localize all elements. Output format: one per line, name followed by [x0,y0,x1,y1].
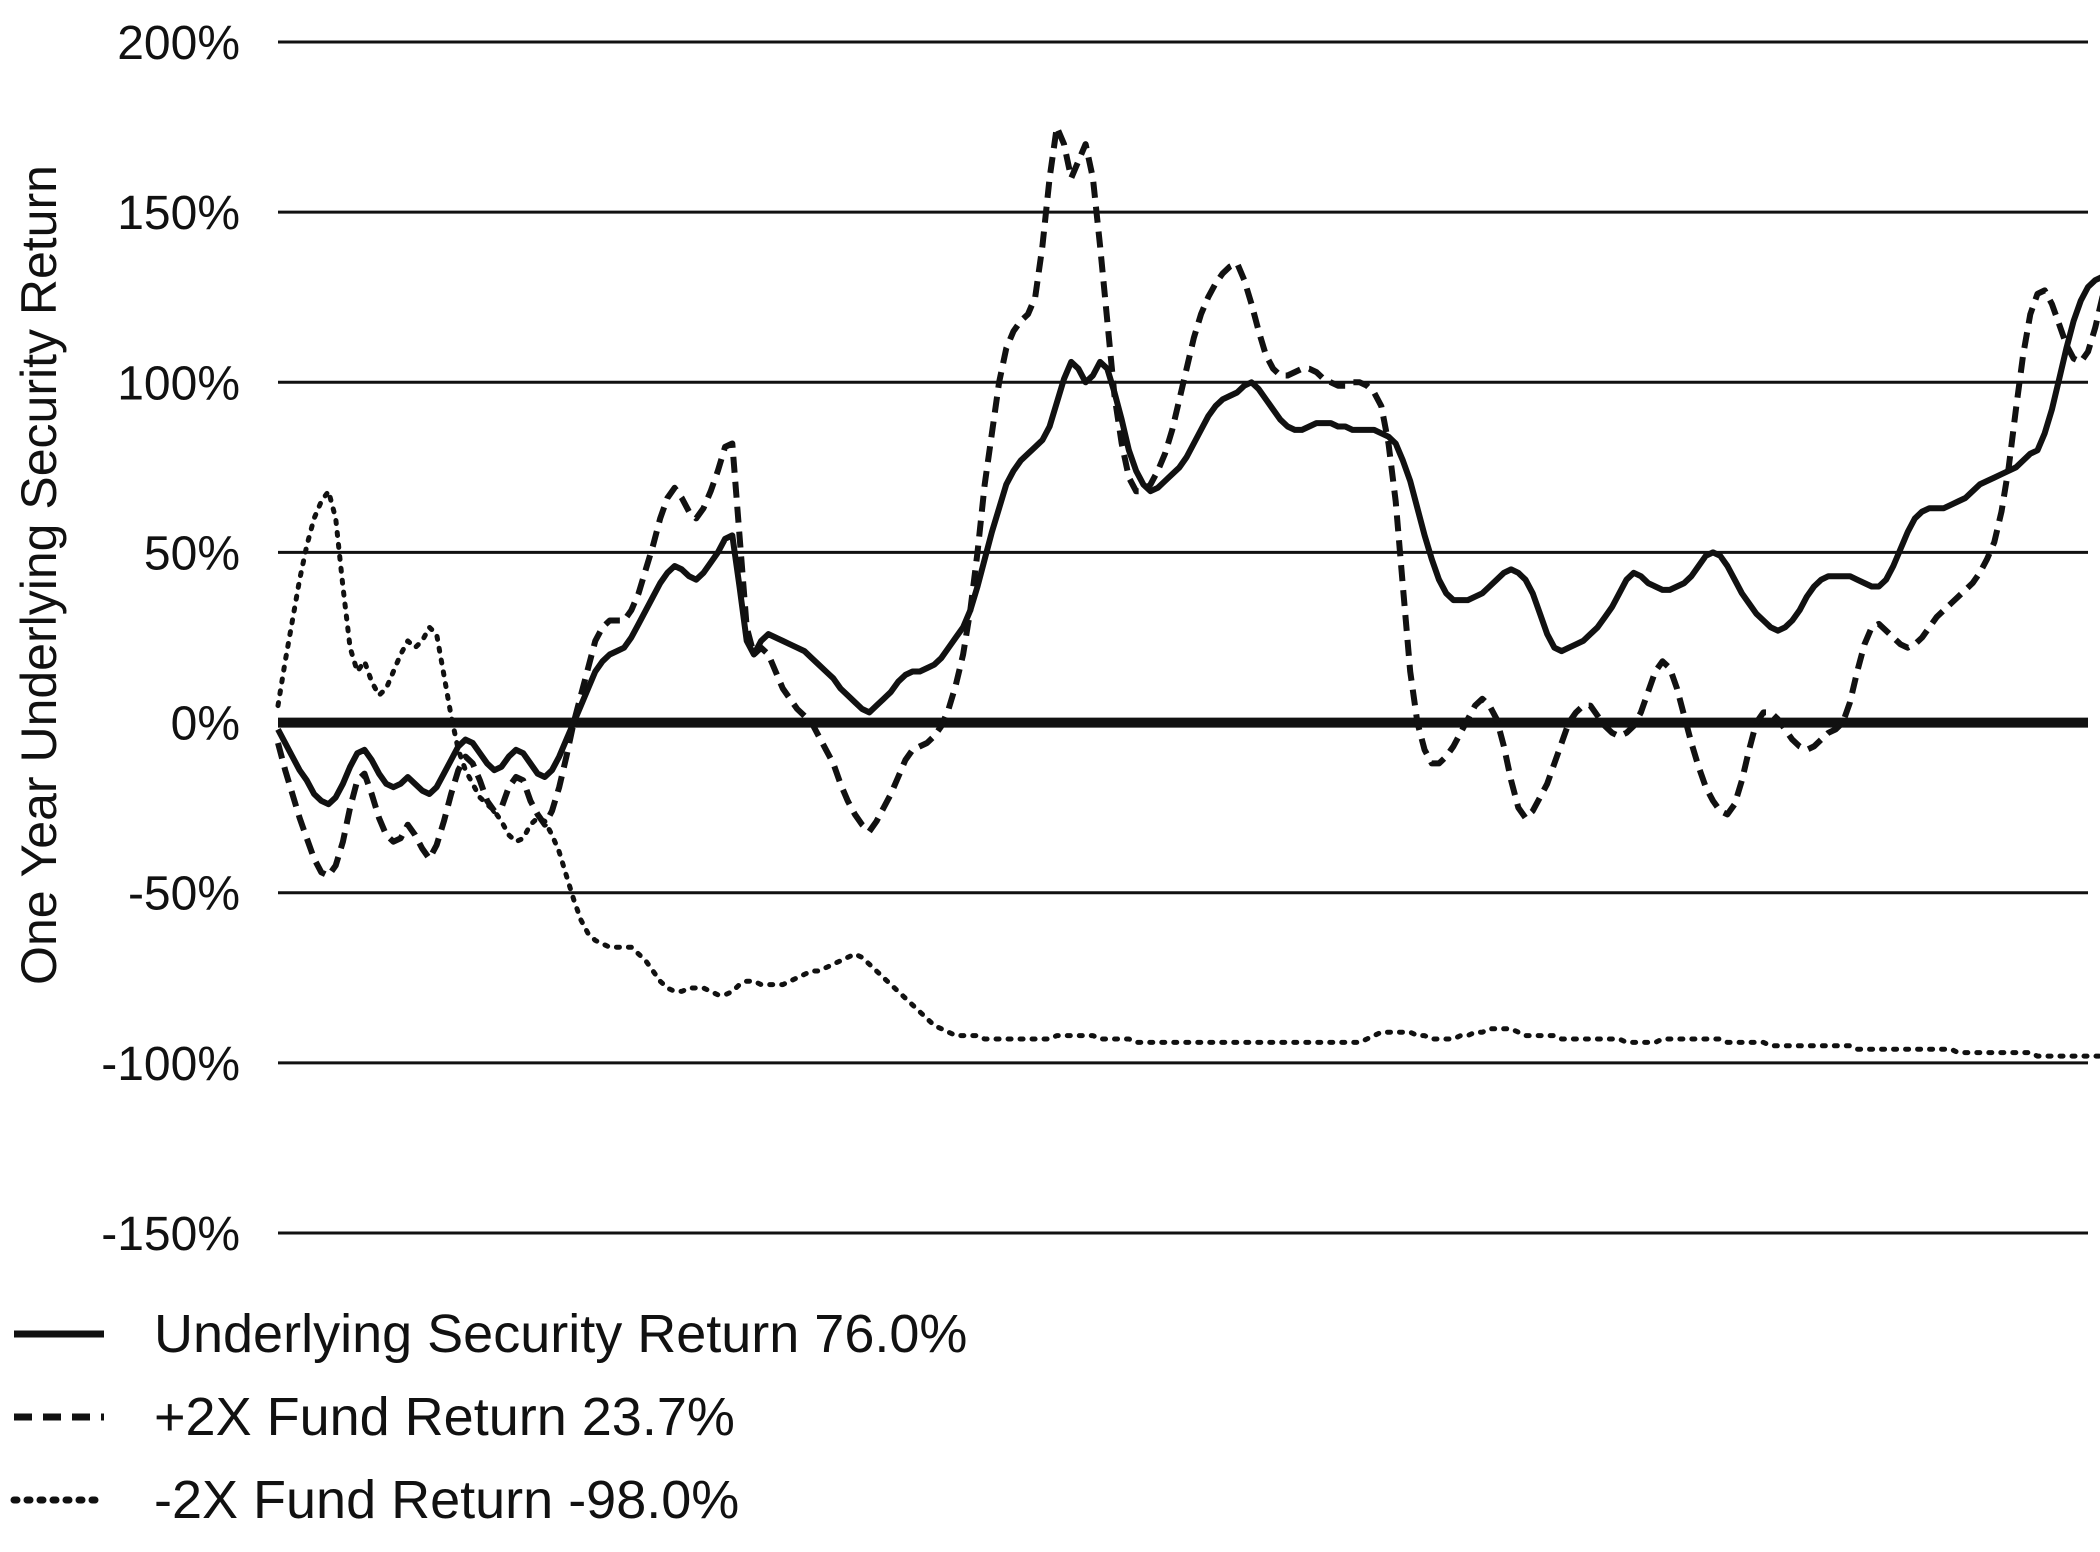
legend: Underlying Security Return 76.0% +2X Fund… [10,1304,967,1530]
series-line-solid [275,274,2100,808]
legend-label: +2X Fund Return 23.7% [154,1387,735,1447]
series-line-dotted [275,488,2100,1059]
y-tick-label: 100% [117,357,240,410]
y-tick-label: -150% [101,1208,240,1261]
legend-label: Underlying Security Return 76.0% [154,1304,967,1364]
y-tick-label: -100% [101,1038,240,1091]
series-lines [275,124,2100,1059]
y-tick-label: 50% [144,527,240,580]
gridlines [278,40,2088,1235]
y-tick-label: 150% [117,187,240,240]
y-tick-label: 200% [117,17,240,70]
series-line-dashed [275,124,2100,879]
y-tick-labels: 200% 150% 100% 50% 0% -50% -100% -150% [101,17,240,1261]
y-axis-label: One Year Underlying Security Return [11,165,67,985]
y-tick-label: 0% [171,698,240,751]
y-tick-label: -50% [128,868,240,921]
legend-label: -2X Fund Return -98.0% [154,1470,739,1530]
